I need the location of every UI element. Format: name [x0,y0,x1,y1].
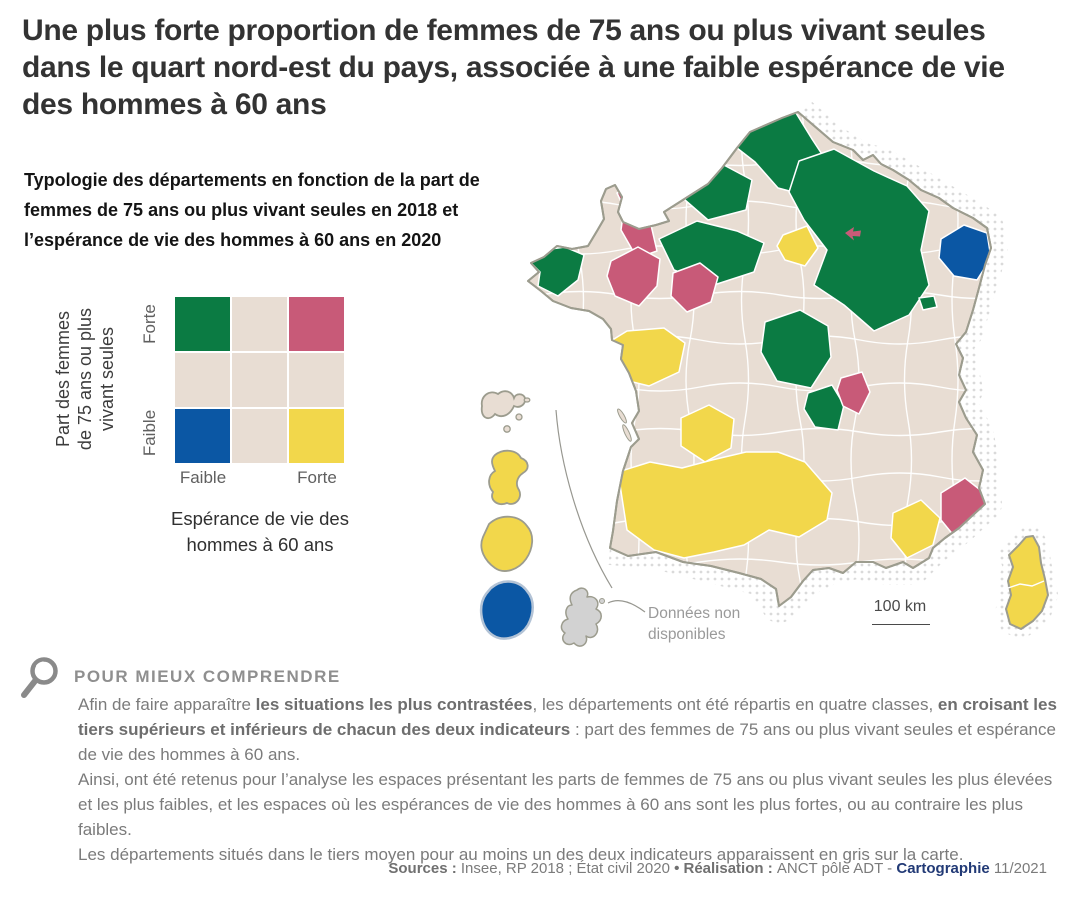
region-nodata-mayotte [560,587,602,647]
explainer-paragraph-1: Afin de faire apparaître les situations … [78,695,1057,764]
no-data-callout-line [607,600,646,613]
region-pink-sarthe-orne [606,246,661,307]
legend-x-axis-label: Espérance de vie des hommes à 60 ans [171,508,349,555]
legend-cell-neutral [232,297,287,351]
region-green-nord-est [788,148,930,332]
explainer-paragraph-2: Ainsi, ont été retenus pour l’analyse le… [78,770,1053,839]
legend-cell-neutral [289,353,344,407]
legend-y-tick-faible: Faible [140,409,159,457]
region-blue-reunion [479,580,534,640]
region-yellow-var [890,499,941,559]
realisation-value: ANCT pôle ADT - [776,860,897,877]
sources-line: Sources : Insee, RP 2018 ; État civil 20… [147,860,1047,877]
sources-value: Insee, RP 2018 ; État civil 2020 [460,860,675,877]
legend-y-axis-label: Part des femmes de 75 ans ou plus vivant… [53,307,117,451]
legend-y-tick-forte: Forte [140,304,159,344]
region-green-belfort [918,295,938,311]
legend-x-tick-faible: Faible [179,468,227,487]
realisation-label: • Réalisation : [674,860,777,877]
france-map-svg [479,101,1059,647]
region-pink-eure-et-loir [670,262,719,313]
inset-separator-line [555,409,613,589]
scale-bar-label: 100 km [873,598,927,615]
scale-bar-line [872,624,930,625]
region-yellow-yvelines [776,225,819,267]
overseas-territories [479,390,605,647]
ile-oleron [622,424,632,442]
legend-cell-green [175,297,230,351]
france-map: Données non disponibles 100 km [460,100,1073,660]
region-yellow-sud-ouest [617,451,833,559]
map-subtitle: Typologie des départements en fonction d… [24,170,480,250]
legend-cell-neutral [232,409,287,463]
region-pink-rhone [836,371,871,415]
legend-x-tick-forte: Forte [297,468,337,487]
sources-label: Sources : [388,860,461,877]
cartographie-date: 11/2021 [989,860,1047,877]
legend-cell-neutral [232,353,287,407]
region-yellow-dordogne [680,404,735,463]
page-title: Une plus forte proportion de femmes de 7… [22,14,1005,121]
france-coastline [527,111,992,607]
region-pink-paris-marker [845,227,861,241]
legend-cell-yellow [289,409,344,463]
guadeloupe-islet-3 [523,397,531,403]
region-yellow-martinique [488,449,529,505]
region-green-loire [803,384,845,431]
guadeloupe-islet-2 [503,425,511,433]
ile-de-re [617,408,627,424]
legend-cell-neutral [175,353,230,407]
no-data-annotation: Données non disponibles [648,605,741,643]
region-yellow-guyane [480,515,534,572]
corse-internal-border [1007,580,1045,589]
region-green-centre [760,309,832,389]
legend-cell-pink [289,297,344,351]
legend-cell-blue [175,409,230,463]
region-yellow-corse [1005,535,1049,630]
explainer-heading: POUR MIEUX COMPRENDRE [74,667,341,686]
magnifier-icon [21,657,58,698]
explainer-body: Afin de faire apparaître les situations … [78,692,1070,867]
guadeloupe-islet-1 [515,413,523,421]
legend-grid [175,297,344,463]
cartographie-label: Cartographie [896,860,990,877]
mayotte-islet [599,598,605,604]
explainer-paragraph-3: Les départements situés dans le tiers mo… [78,845,964,864]
